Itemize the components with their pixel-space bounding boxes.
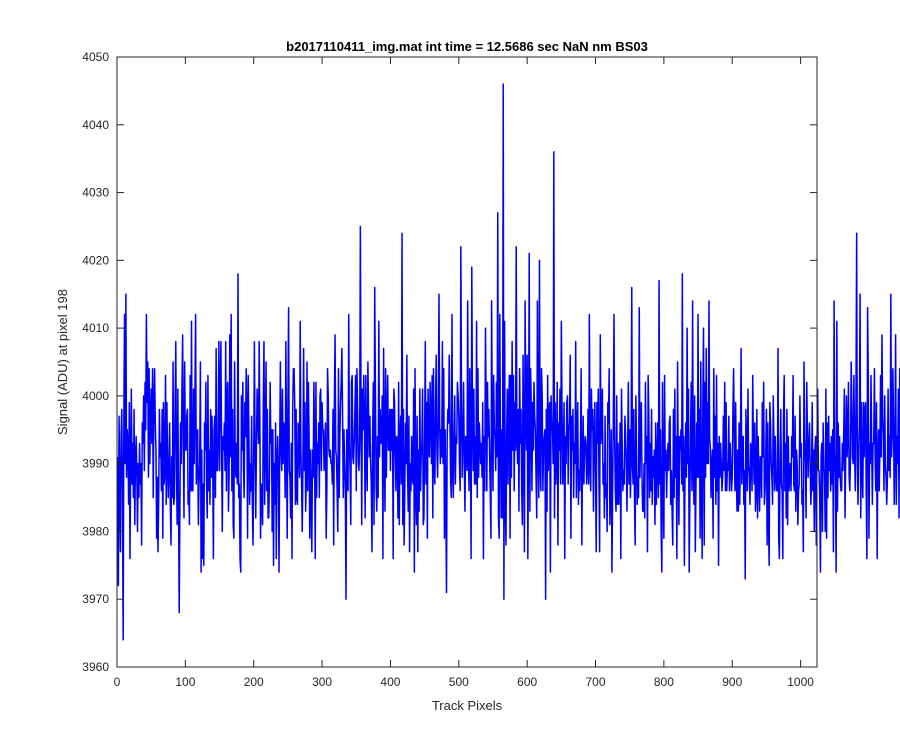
chart-title: b2017110411_img.mat int time = 12.5686 s… — [286, 39, 648, 54]
y-tick-label: 4010 — [82, 321, 109, 335]
axes-frame — [116, 56, 818, 668]
x-tick-label: 100 — [175, 675, 195, 689]
y-tick-label: 3990 — [82, 457, 109, 471]
x-tick-label: 800 — [654, 675, 674, 689]
series-line-0 — [116, 83, 900, 641]
x-tick-label: 0 — [114, 675, 121, 689]
x-axis-ticks: 0 100 200 300 400 500 600 700 800 900 1000 — [114, 57, 814, 689]
y-tick-label: 3980 — [82, 524, 109, 538]
x-tick-label: 1000 — [787, 675, 814, 689]
y-tick-label: 4000 — [82, 389, 109, 403]
y-tick-label: 4040 — [82, 118, 109, 132]
x-tick-label: 200 — [244, 675, 264, 689]
y-tick-label: 4020 — [82, 253, 109, 267]
y-tick-label: 4030 — [82, 186, 109, 200]
y-tick-label: 3960 — [82, 660, 109, 674]
y-tick-label: 4050 — [82, 50, 109, 64]
x-tick-label: 700 — [586, 675, 606, 689]
y-axis-ticks: 3960 3970 3980 3990 4000 4010 4020 4030 4040 4050 — [82, 50, 817, 674]
x-tick-label: 400 — [380, 675, 400, 689]
x-axis-title: Track Pixels — [432, 698, 503, 713]
series-layer — [116, 83, 900, 641]
x-tick-label: 600 — [517, 675, 537, 689]
y-tick-label: 3970 — [82, 592, 109, 606]
y-axis-title: Signal (ADU) at pixel 198 — [55, 289, 70, 435]
x-tick-label: 300 — [312, 675, 332, 689]
x-tick-label: 500 — [449, 675, 469, 689]
x-tick-label: 900 — [722, 675, 742, 689]
